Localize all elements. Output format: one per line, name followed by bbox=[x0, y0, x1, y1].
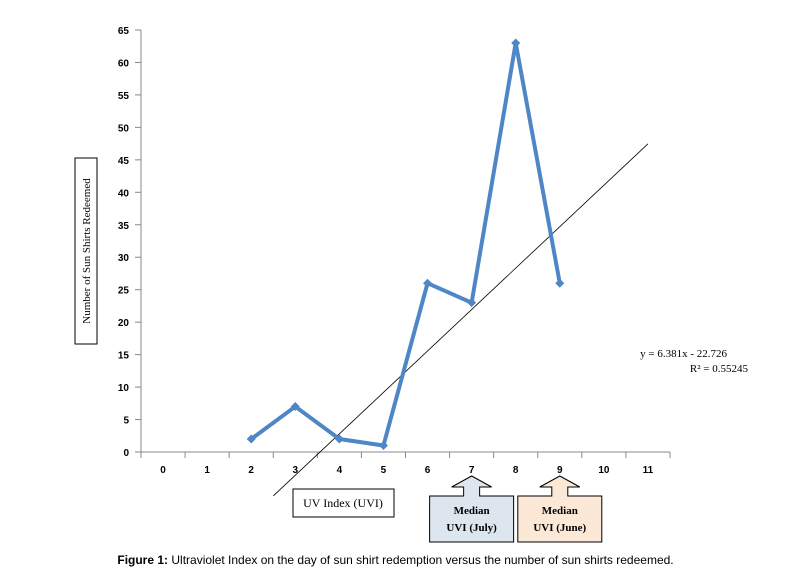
x-tick-label: 4 bbox=[337, 465, 343, 476]
x-tick-label: 6 bbox=[425, 465, 431, 476]
x-tick-label: 8 bbox=[513, 465, 519, 476]
data-point bbox=[511, 38, 521, 48]
median-annotation: Median UVI (June) bbox=[517, 475, 603, 543]
x-axis-label-box bbox=[292, 488, 395, 518]
y-tick-label: 0 bbox=[123, 448, 129, 459]
x-axis: 0 1 2 3 4 5 6 7 8 9 10 11 bbox=[140, 451, 671, 476]
y-tick-label: 25 bbox=[118, 286, 130, 297]
data-point bbox=[423, 278, 433, 288]
x-tick-label: 11 bbox=[643, 465, 654, 476]
y-tick-label: 55 bbox=[118, 91, 130, 102]
y-axis: 0 5 10 15 20 25 30 35 40 45 50 55 60 65 bbox=[118, 26, 142, 459]
x-tick-label: 0 bbox=[160, 465, 166, 476]
y-tick-label: 40 bbox=[118, 188, 130, 199]
annotation-callout bbox=[429, 475, 515, 543]
x-tick-label: 3 bbox=[293, 465, 299, 476]
x-tick-label: 10 bbox=[598, 465, 610, 476]
median-annotations: Median UVI (July) Median UVI (June) bbox=[429, 475, 603, 543]
trendline bbox=[272, 143, 649, 497]
y-tick-label: 50 bbox=[118, 123, 130, 134]
y-axis-label: Number of Sun Shirts Redeemed bbox=[81, 178, 93, 324]
data-point bbox=[378, 441, 388, 451]
annotation-line1: Median bbox=[454, 505, 490, 517]
x-tick-label: 7 bbox=[469, 465, 475, 476]
x-tick-label: 9 bbox=[557, 465, 563, 476]
annotation-line1: Median bbox=[542, 505, 578, 517]
y-tick-label: 45 bbox=[118, 156, 130, 167]
annotation-callout bbox=[517, 475, 603, 543]
figure-caption: Figure 1: Ultraviolet Index on the day o… bbox=[0, 553, 791, 567]
median-annotation: Median UVI (July) bbox=[429, 475, 515, 543]
x-axis-label: UV Index (UVI) bbox=[303, 496, 383, 510]
caption-text: Ultraviolet Index on the day of sun shir… bbox=[168, 553, 674, 567]
y-tick-label: 60 bbox=[118, 58, 130, 69]
data-point bbox=[467, 298, 477, 308]
y-tick-label: 10 bbox=[118, 383, 130, 394]
data-point bbox=[555, 278, 565, 288]
data-points bbox=[246, 38, 565, 451]
y-tick-label: 65 bbox=[118, 26, 130, 37]
caption-label: Figure 1: bbox=[117, 553, 169, 567]
data-point bbox=[334, 434, 344, 444]
y-tick-label: 20 bbox=[118, 318, 130, 329]
y-tick-label: 15 bbox=[118, 351, 130, 362]
x-tick-label: 5 bbox=[381, 465, 387, 476]
annotation-line2: UVI (July) bbox=[446, 522, 497, 534]
x-tick-label: 2 bbox=[248, 465, 254, 476]
y-tick-label: 30 bbox=[118, 253, 130, 264]
y-tick-label: 35 bbox=[118, 221, 130, 232]
data-point bbox=[246, 434, 256, 444]
x-tick-label: 1 bbox=[204, 465, 210, 476]
r-squared: R² = 0.55245 bbox=[690, 363, 749, 375]
annotation-line2: UVI (June) bbox=[533, 522, 586, 534]
series-line bbox=[250, 40, 562, 448]
y-tick-label: 5 bbox=[123, 416, 129, 427]
trendline-equation: y = 6.381x - 22.726 bbox=[640, 348, 727, 360]
y-axis-label-box bbox=[74, 157, 98, 345]
data-point bbox=[290, 402, 300, 412]
